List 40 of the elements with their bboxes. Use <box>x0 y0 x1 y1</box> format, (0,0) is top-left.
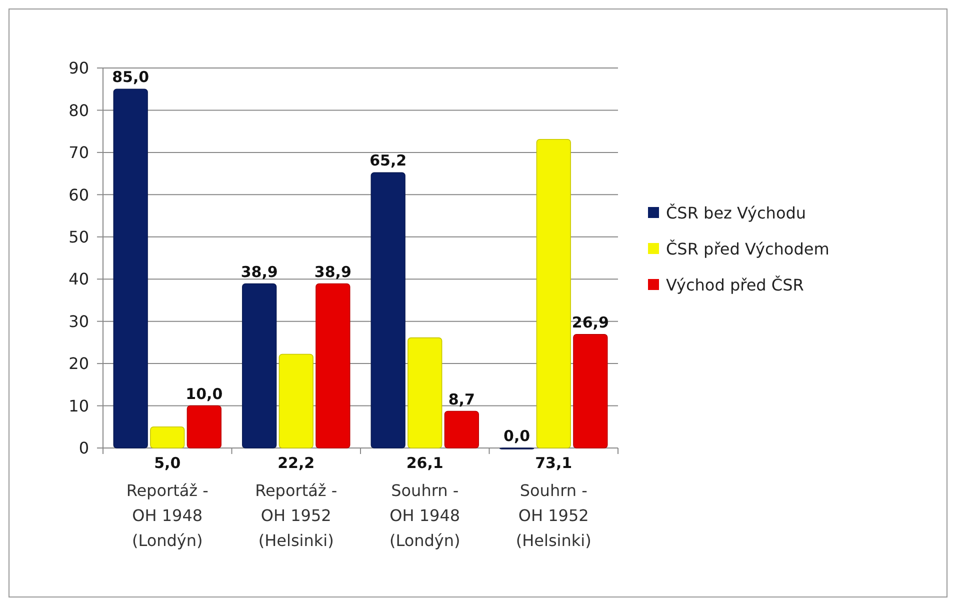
y-tick-label: 80 <box>68 100 89 120</box>
data-label: 38,9 <box>314 262 352 281</box>
bar <box>444 410 479 448</box>
bar <box>316 283 350 448</box>
data-label: 73,1 <box>535 454 572 472</box>
bar <box>536 138 571 448</box>
y-tick-label: 40 <box>68 270 89 289</box>
legend-label: Východ před ČSR <box>666 276 804 295</box>
data-label: 8,7 <box>448 390 475 408</box>
data-label: 85,0 <box>112 68 150 86</box>
data-label: 5,0 <box>154 454 181 472</box>
bar <box>186 405 222 448</box>
x-tick-label: Reportáž - OH 1948 (Londýn) <box>126 481 208 550</box>
data-label: 10,0 <box>186 384 223 403</box>
x-tick-label: Reportáž - OH 1952 (Helsinki) <box>255 481 338 550</box>
y-tick-label: 10 <box>68 396 89 416</box>
data-label: 22,2 <box>278 454 315 472</box>
y-tick-label: 30 <box>68 312 89 331</box>
bar <box>370 172 406 448</box>
data-label: 65,2 <box>370 152 407 170</box>
y-tick-label: 90 <box>68 58 89 78</box>
data-label: 26,9 <box>572 313 609 332</box>
bar <box>150 426 185 448</box>
y-tick-label: 50 <box>68 227 89 246</box>
data-label: 38,9 <box>240 262 278 281</box>
y-tick-label: 60 <box>68 185 89 204</box>
bar <box>113 88 148 448</box>
data-label: 0,0 <box>504 427 530 445</box>
y-tick-label: 20 <box>68 354 89 374</box>
bar <box>573 334 608 448</box>
bar <box>242 283 277 448</box>
y-tick-label: 70 <box>68 143 89 162</box>
legend-label: ČSR bez Východu <box>666 204 806 223</box>
data-label: 26,1 <box>406 454 444 472</box>
y-tick-label: 0 <box>78 438 89 458</box>
bar <box>278 354 314 448</box>
bar <box>408 337 442 448</box>
legend-label: ČSR před Východem <box>666 240 830 259</box>
x-tick-label: Souhrn - OH 1948 (Londýn) <box>389 481 460 550</box>
x-tick-label: Souhrn - OH 1952 (Helsinki) <box>516 481 592 550</box>
